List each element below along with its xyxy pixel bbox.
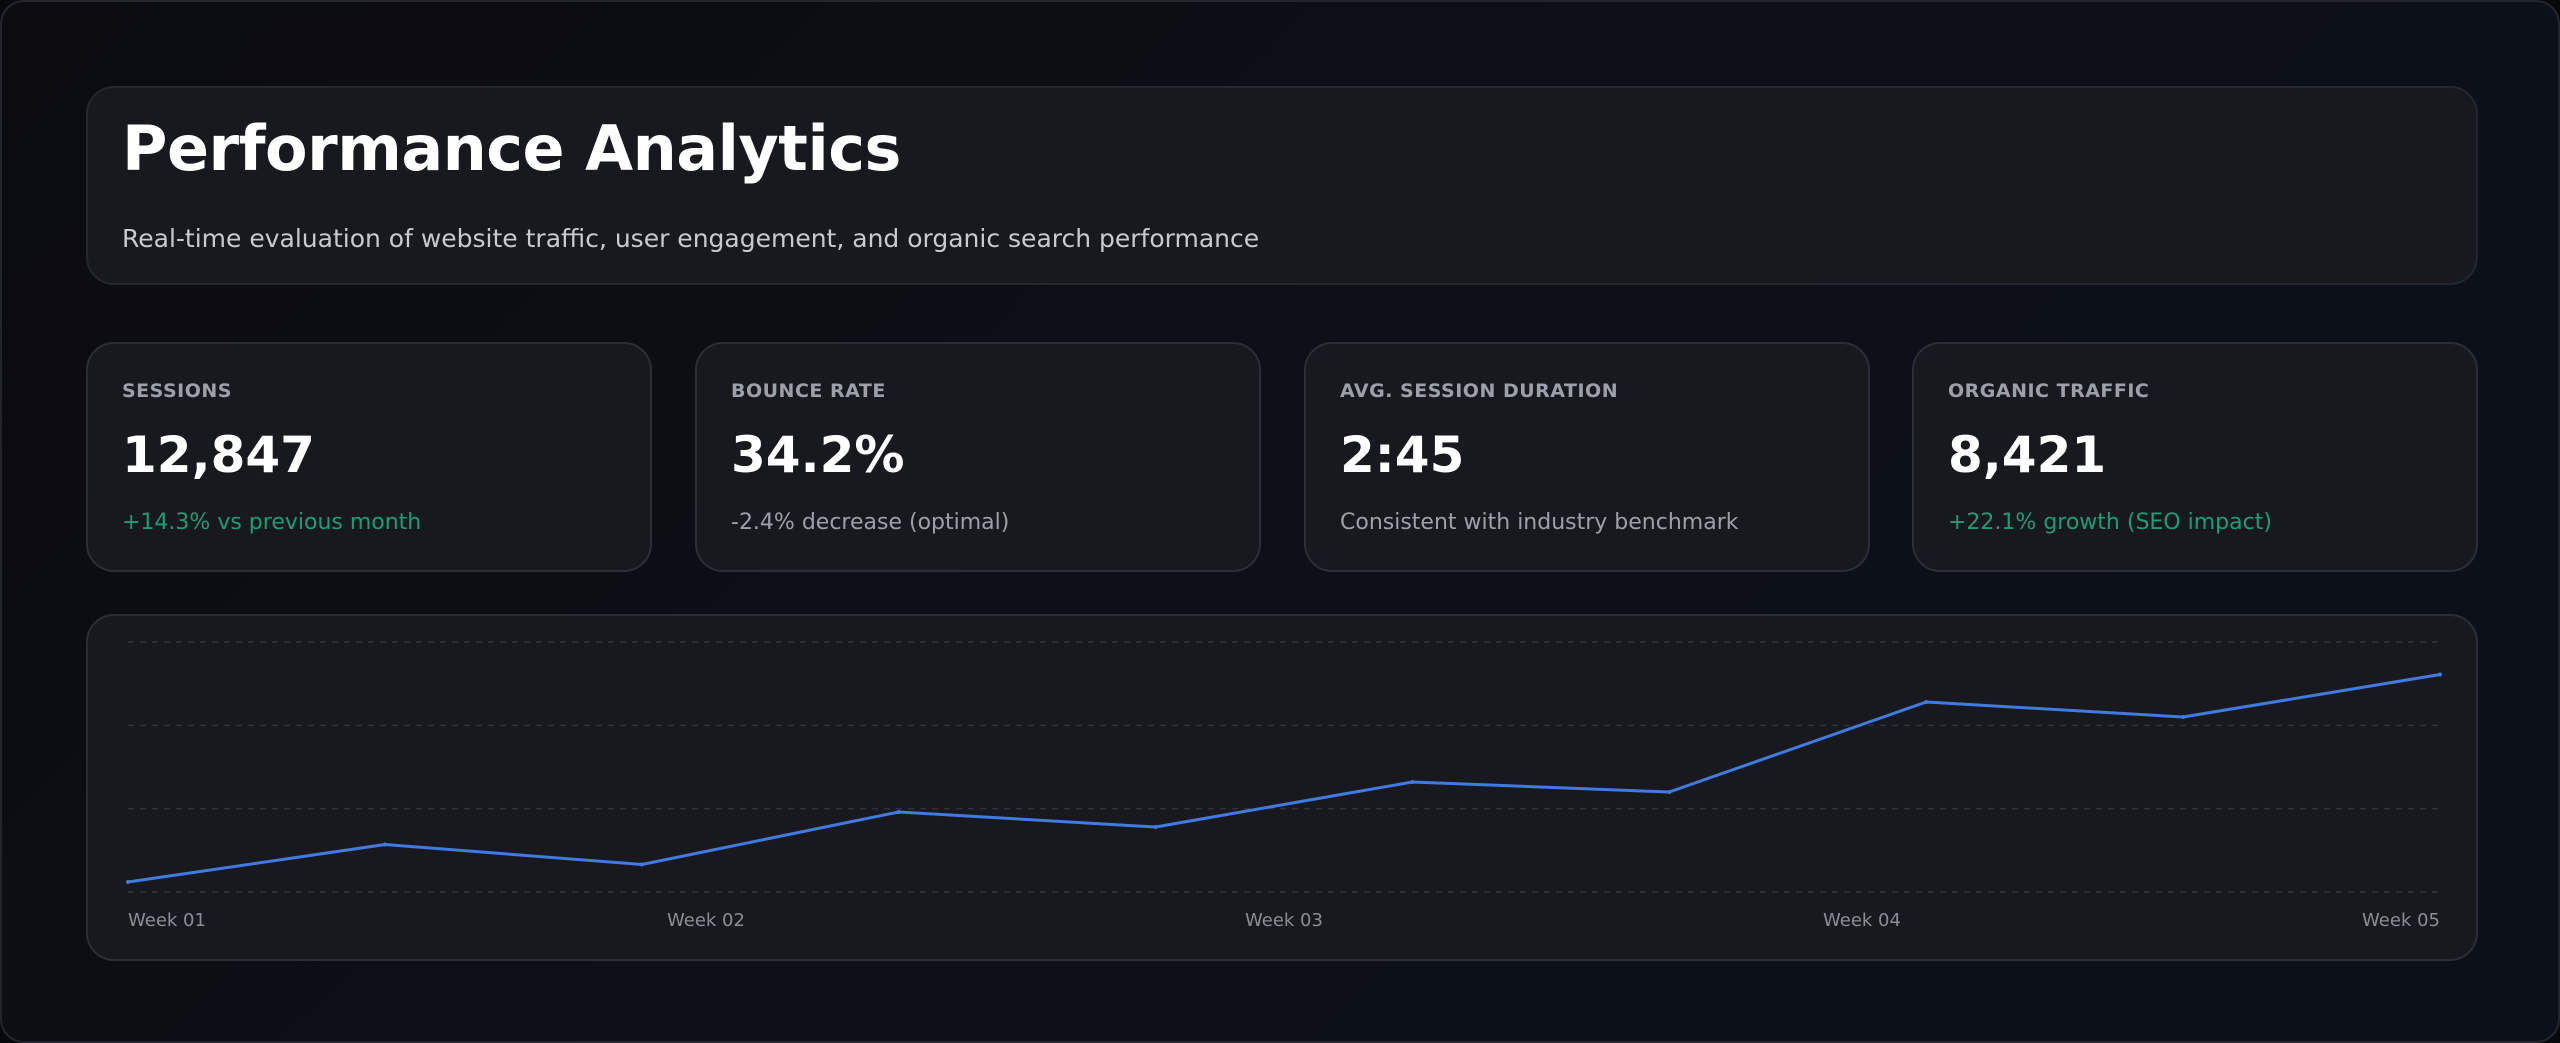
- metric-card-bounce-rate: BOUNCE RATE 34.2% -2.4% decrease (optima…: [695, 342, 1261, 572]
- header-card: Performance Analytics Real-time evaluati…: [86, 86, 2478, 285]
- data-point: [1153, 825, 1158, 829]
- page-title: Performance Analytics: [122, 112, 901, 185]
- x-tick-label: Week 05: [2362, 910, 2440, 931]
- metric-label: ORGANIC TRAFFIC: [1948, 380, 2150, 402]
- metric-label: BOUNCE RATE: [731, 380, 886, 402]
- x-tick-label: Week 02: [667, 910, 745, 931]
- page-subtitle: Real-time evaluation of website traffic,…: [122, 224, 1260, 253]
- metric-value: 12,847: [122, 426, 315, 484]
- metric-value: 34.2%: [731, 426, 905, 484]
- metric-note: Consistent with industry benchmark: [1340, 510, 1739, 535]
- data-point: [2181, 715, 2186, 719]
- metric-card-organic-traffic: ORGANIC TRAFFIC 8,421 +22.1% growth (SEO…: [1912, 342, 2478, 572]
- x-tick-label: Week 01: [128, 910, 206, 931]
- traffic-line-chart: Week 01 Week 02 Week 03 Week 04 Week 05: [86, 614, 2478, 961]
- data-point: [126, 880, 130, 884]
- metric-value: 8,421: [1948, 426, 2107, 484]
- x-tick-label: Week 04: [1823, 910, 1901, 931]
- chart-svg: Week 01 Week 02 Week 03 Week 04 Week 05: [126, 641, 2442, 931]
- series-line: [127, 673, 2441, 884]
- data-point: [1667, 790, 1672, 794]
- metric-card-avg-session-duration: AVG. SESSION DURATION 2:45 Consistent wi…: [1304, 342, 1870, 572]
- data-point: [1410, 780, 1415, 784]
- data-point: [382, 842, 387, 847]
- metric-label: SESSIONS: [122, 380, 232, 402]
- metric-note: -2.4% decrease (optimal): [731, 510, 1010, 535]
- data-point: [896, 810, 901, 814]
- x-tick-label: Week 03: [1245, 910, 1323, 931]
- metric-card-sessions: SESSIONS 12,847 +14.3% vs previous month: [86, 342, 652, 572]
- metric-note: +22.1% growth (SEO impact): [1948, 510, 2272, 535]
- metric-value: 2:45: [1340, 426, 1465, 484]
- metric-note: +14.3% vs previous month: [122, 510, 422, 535]
- data-point: [639, 862, 644, 867]
- metric-label: AVG. SESSION DURATION: [1340, 380, 1619, 402]
- data-point: [1924, 700, 1929, 704]
- data-point: [2438, 672, 2442, 677]
